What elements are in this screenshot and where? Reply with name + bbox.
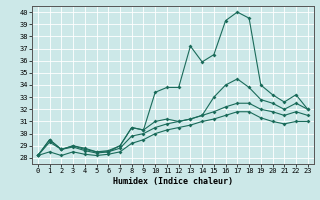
X-axis label: Humidex (Indice chaleur): Humidex (Indice chaleur) (113, 177, 233, 186)
